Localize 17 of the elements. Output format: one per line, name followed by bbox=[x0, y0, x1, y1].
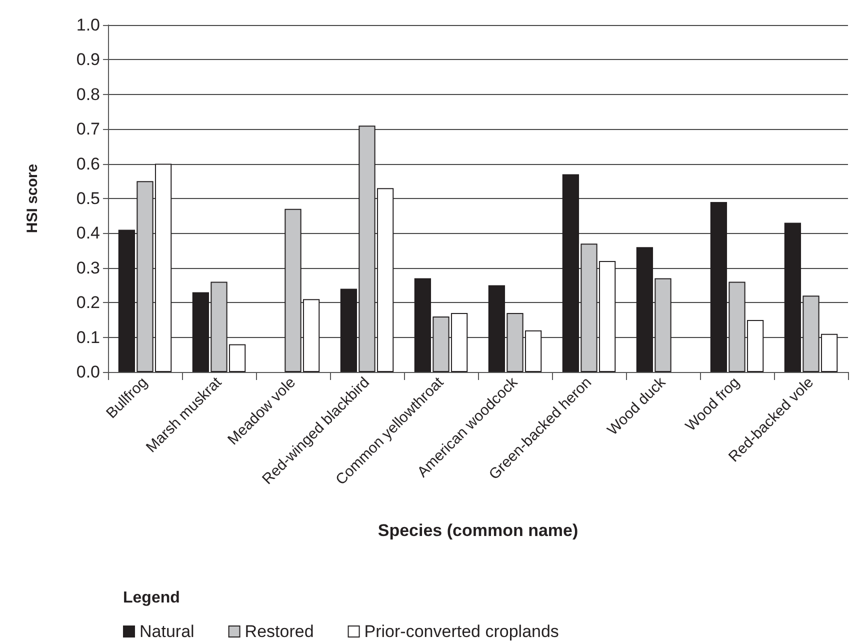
legend-label: Prior-converted croplands bbox=[364, 622, 559, 641]
y-tick-label: 0.0 bbox=[76, 362, 100, 382]
y-tick-label: 0.3 bbox=[76, 258, 100, 278]
y-tick-label: 0.8 bbox=[76, 84, 100, 104]
legend-label: Restored bbox=[244, 622, 314, 641]
y-tick-label: 0.9 bbox=[76, 50, 100, 70]
y-tick-label: 0.1 bbox=[76, 328, 100, 347]
y-tick-label: 0.5 bbox=[76, 189, 100, 208]
y-tick-label: 0.4 bbox=[76, 224, 100, 243]
y-tick-label: 0.7 bbox=[76, 120, 100, 139]
legend-title: Legend bbox=[123, 590, 180, 606]
x-axis-title: Species (common name) bbox=[378, 521, 578, 540]
legend-label: Natural bbox=[140, 622, 194, 641]
y-tick-label: 0.2 bbox=[76, 293, 100, 312]
y-axis-title: HSI score bbox=[24, 164, 41, 234]
y-tick-label: 0.6 bbox=[76, 154, 100, 174]
y-tick-label: 1.0 bbox=[76, 16, 100, 34]
